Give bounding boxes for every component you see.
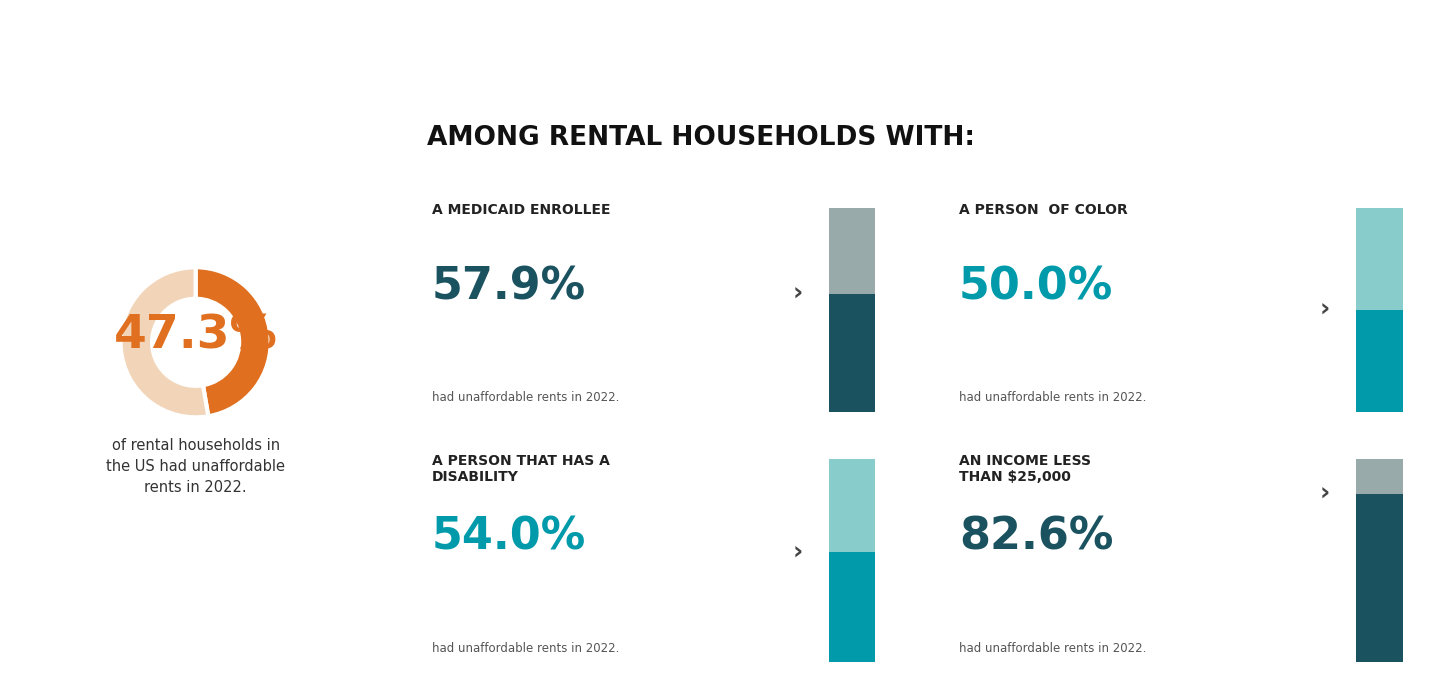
Bar (1356, 494, 1403, 663)
Bar (829, 458, 875, 552)
Wedge shape (196, 267, 271, 416)
Bar (1356, 208, 1403, 310)
Text: had unaffordable rents in 2022.: had unaffordable rents in 2022. (959, 642, 1146, 655)
Text: 57.9%: 57.9% (432, 266, 585, 308)
Text: ›: › (1320, 482, 1330, 506)
Text: AN INCOME LESS
THAN $25,000: AN INCOME LESS THAN $25,000 (959, 453, 1091, 484)
Text: A MEDICAID ENROLLEE: A MEDICAID ENROLLEE (432, 203, 610, 217)
Text: ›: › (793, 282, 803, 306)
Text: 47.3%: 47.3% (113, 314, 278, 358)
Bar (829, 294, 875, 412)
Text: ›: › (793, 540, 803, 564)
Bar (1356, 310, 1403, 412)
Text: A PERSON  OF COLOR: A PERSON OF COLOR (959, 203, 1127, 217)
Text: A PERSON THAT HAS A
DISABILITY: A PERSON THAT HAS A DISABILITY (432, 453, 610, 484)
Bar (1356, 458, 1403, 494)
Text: 82.6%: 82.6% (959, 516, 1113, 559)
Wedge shape (120, 267, 209, 418)
Text: of rental households in
the US had unaffordable
rents in 2022.: of rental households in the US had unaff… (106, 438, 285, 495)
Bar (829, 208, 875, 294)
Text: had unaffordable rents in 2022.: had unaffordable rents in 2022. (959, 391, 1146, 405)
Text: ›: › (1320, 298, 1330, 322)
Text: 54.0%: 54.0% (432, 516, 585, 559)
Text: had unaffordable rents in 2022.: had unaffordable rents in 2022. (432, 391, 619, 405)
Text: BREAKDOWN OF UNAFFORDABLE RENTS IN THE UNITED STATES: BREAKDOWN OF UNAFFORDABLE RENTS IN THE U… (125, 23, 1324, 56)
Text: AMONG RENTAL HOUSEHOLDS WITH:: AMONG RENTAL HOUSEHOLDS WITH: (426, 125, 975, 151)
Text: 50.0%: 50.0% (959, 266, 1113, 308)
Bar (829, 552, 875, 663)
Text: had unaffordable rents in 2022.: had unaffordable rents in 2022. (432, 642, 619, 655)
